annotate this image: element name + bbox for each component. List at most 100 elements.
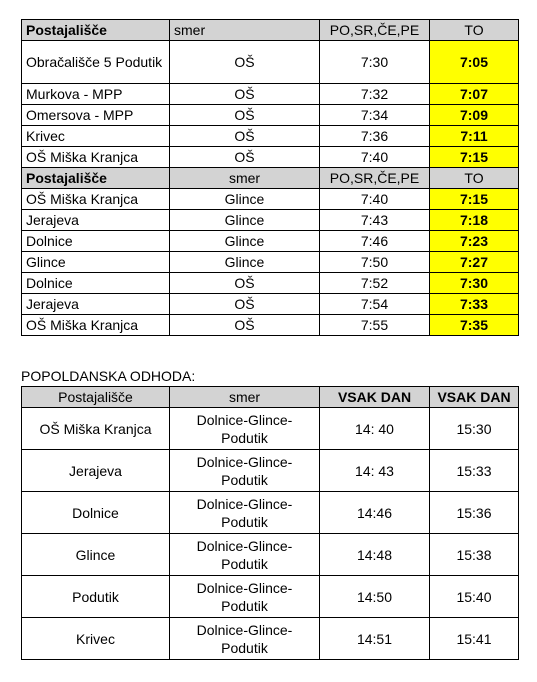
station-cell: Jerajeva (21, 449, 170, 492)
tuesday-time-cell: 7:09 (429, 104, 519, 126)
header-tuesday: TO (429, 19, 519, 41)
direction-cell: OŠ (169, 104, 320, 126)
tuesday-time-cell: 7:35 (429, 314, 519, 336)
header-row: Postajališče smer VSAK DAN VSAK DAN (21, 386, 519, 408)
time-cell-2: 15:41 (429, 617, 519, 660)
table-row: Dolnice Glince 7:46 7:23 (21, 230, 519, 252)
weekday-time-cell: 7:36 (319, 125, 430, 147)
direction-cell: OŠ (169, 125, 320, 147)
table-row: Obračališče 5 Podutik OŠ 7:30 7:05 (21, 40, 519, 84)
station-cell: Murkova - MPP (21, 83, 170, 105)
station-cell: Krivec (21, 125, 170, 147)
table-row: Dolnice Dolnice-Glince-Podutik 14:46 15:… (21, 491, 519, 534)
station-cell: Krivec (21, 617, 170, 660)
direction-cell: OŠ (169, 314, 320, 336)
station-cell: OŠ Miška Kranjca (21, 188, 170, 210)
table-row: Glince Glince 7:50 7:27 (21, 251, 519, 273)
weekday-time-cell: 7:34 (319, 104, 430, 126)
station-cell: Podutik (21, 575, 170, 618)
tuesday-time-cell: 7:07 (429, 83, 519, 105)
time-cell-1: 14: 40 (319, 407, 430, 450)
weekday-time-cell: 7:40 (319, 188, 430, 210)
header-tuesday: TO (429, 167, 519, 189)
station-cell: OŠ Miška Kranjca (21, 407, 170, 450)
weekday-time-cell: 7:54 (319, 293, 430, 315)
table-row: Jerajeva OŠ 7:54 7:33 (21, 293, 519, 315)
direction-cell: OŠ (169, 293, 320, 315)
weekday-time-cell: 7:52 (319, 272, 430, 294)
direction-cell: Glince (169, 209, 320, 231)
table-row: Krivec OŠ 7:36 7:11 (21, 125, 519, 147)
station-cell: OŠ Miška Kranjca (21, 314, 170, 336)
direction-cell: OŠ (169, 272, 320, 294)
direction-cell: Dolnice-Glince-Podutik (169, 491, 320, 534)
direction-cell: Dolnice-Glince-Podutik (169, 575, 320, 618)
afternoon-timetable: Postajališče smer VSAK DAN VSAK DAN OŠ M… (21, 386, 519, 660)
weekday-time-cell: 7:50 (319, 251, 430, 273)
time-cell-1: 14:50 (319, 575, 430, 618)
direction-cell: Dolnice-Glince-Podutik (169, 533, 320, 576)
header-every-day-1: VSAK DAN (319, 386, 430, 408)
station-cell: Obračališče 5 Podutik (21, 40, 170, 84)
direction-cell: OŠ (169, 83, 320, 105)
header-weekdays: PO,SR,ČE,PE (319, 167, 430, 189)
station-cell: OŠ Miška Kranjca (21, 146, 170, 168)
weekday-time-cell: 7:40 (319, 146, 430, 168)
header-direction: smer (169, 167, 320, 189)
time-cell-1: 14:48 (319, 533, 430, 576)
time-cell-2: 15:33 (429, 449, 519, 492)
time-cell-2: 15:36 (429, 491, 519, 534)
weekday-time-cell: 7:30 (319, 40, 430, 84)
weekday-time-cell: 7:32 (319, 83, 430, 105)
table-row: Jerajeva Glince 7:43 7:18 (21, 209, 519, 231)
time-cell-2: 15:40 (429, 575, 519, 618)
direction-cell: Glince (169, 188, 320, 210)
station-cell: Dolnice (21, 230, 170, 252)
station-cell: Dolnice (21, 272, 170, 294)
table-row: OŠ Miška Kranjca OŠ 7:55 7:35 (21, 314, 519, 336)
header-row: Postajališče smer PO,SR,ČE,PE TO (21, 167, 519, 189)
header-every-day-2: VSAK DAN (429, 386, 519, 408)
header-station: Postajališče (21, 386, 170, 408)
direction-cell: OŠ (169, 40, 320, 84)
time-cell-1: 14: 43 (319, 449, 430, 492)
time-cell-1: 14:51 (319, 617, 430, 660)
table-row: Dolnice OŠ 7:52 7:30 (21, 272, 519, 294)
afternoon-section-title: POPOLDANSKA ODHODA: (21, 368, 196, 384)
weekday-time-cell: 7:55 (319, 314, 430, 336)
time-cell-1: 14:46 (319, 491, 430, 534)
direction-cell: Dolnice-Glince-Podutik (169, 449, 320, 492)
station-cell: Jerajeva (21, 209, 170, 231)
time-cell-2: 15:38 (429, 533, 519, 576)
tuesday-time-cell: 7:27 (429, 251, 519, 273)
tuesday-time-cell: 7:18 (429, 209, 519, 231)
tuesday-time-cell: 7:05 (429, 40, 519, 84)
table-row: Krivec Dolnice-Glince-Podutik 14:51 15:4… (21, 617, 519, 660)
tuesday-time-cell: 7:11 (429, 125, 519, 147)
table-row: Podutik Dolnice-Glince-Podutik 14:50 15:… (21, 575, 519, 618)
table-row: OŠ Miška Kranjca Dolnice-Glince-Podutik … (21, 407, 519, 450)
header-weekdays: PO,SR,ČE,PE (319, 19, 430, 41)
direction-cell: OŠ (169, 146, 320, 168)
time-cell-2: 15:30 (429, 407, 519, 450)
header-direction: smer (169, 386, 320, 408)
table-row: OŠ Miška Kranjca Glince 7:40 7:15 (21, 188, 519, 210)
table-row: Murkova - MPP OŠ 7:32 7:07 (21, 83, 519, 105)
header-station: Postajališče (21, 167, 170, 189)
table-row: OŠ Miška Kranjca OŠ 7:40 7:15 (21, 146, 519, 168)
station-cell: Glince (21, 251, 170, 273)
station-cell: Dolnice (21, 491, 170, 534)
header-direction: smer (169, 19, 320, 41)
header-station: Postajališče (21, 19, 170, 41)
table-row: Jerajeva Dolnice-Glince-Podutik 14: 43 1… (21, 449, 519, 492)
morning-timetable: Postajališče smer PO,SR,ČE,PE TO Obračal… (21, 19, 519, 336)
weekday-time-cell: 7:43 (319, 209, 430, 231)
direction-cell: Glince (169, 230, 320, 252)
header-row: Postajališče smer PO,SR,ČE,PE TO (21, 19, 519, 41)
tuesday-time-cell: 7:23 (429, 230, 519, 252)
station-cell: Jerajeva (21, 293, 170, 315)
direction-cell: Dolnice-Glince-Podutik (169, 407, 320, 450)
tuesday-time-cell: 7:33 (429, 293, 519, 315)
table-row: Glince Dolnice-Glince-Podutik 14:48 15:3… (21, 533, 519, 576)
direction-cell: Dolnice-Glince-Podutik (169, 617, 320, 660)
